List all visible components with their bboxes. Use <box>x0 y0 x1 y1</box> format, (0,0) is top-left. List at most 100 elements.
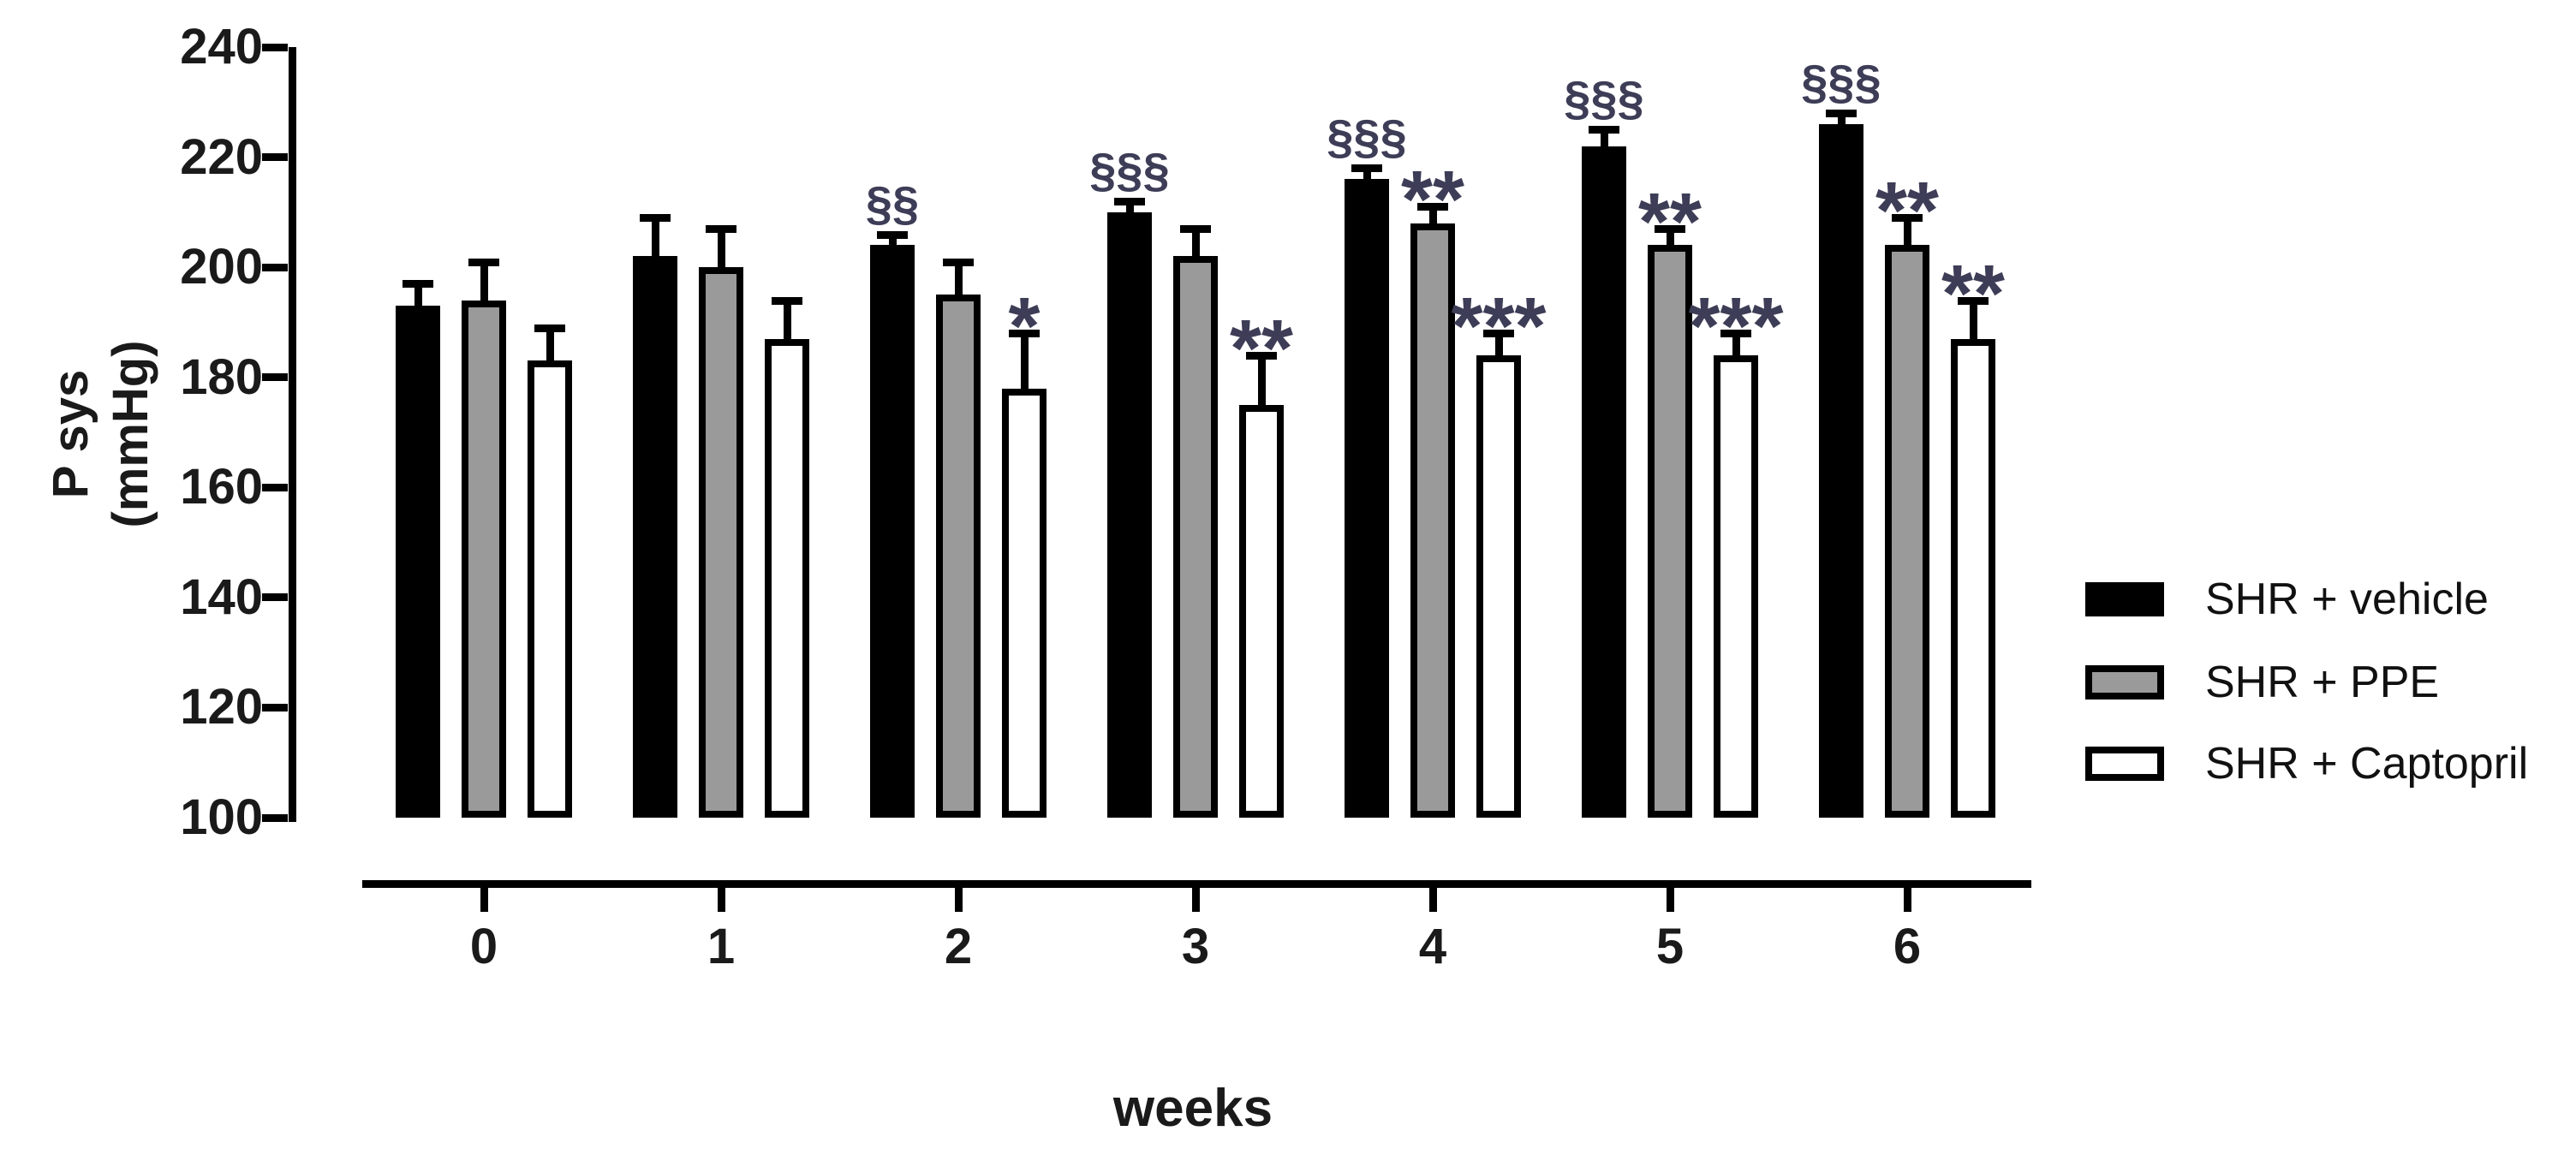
error-bar-shr-captopril-week-6 <box>1969 300 1977 356</box>
y-tick-label-240: 240 <box>180 19 263 74</box>
legend-row-shr-ppe: SHR + PPE <box>2085 658 2565 706</box>
x-axis-title: weeks <box>1112 1079 1273 1138</box>
y-tick-label-100: 100 <box>180 789 263 845</box>
error-cap-shr-vehicle-week-1 <box>640 214 671 223</box>
annotation-shr-vehicle-week-4: §§§ <box>1327 110 1407 164</box>
error-cap-shr-captopril-week-4 <box>1483 330 1514 338</box>
error-bar-shr-captopril-week-4 <box>1494 333 1503 372</box>
y-tick-label-160: 160 <box>180 459 263 515</box>
bar-shr-captopril-week-3 <box>1239 404 1284 818</box>
bar-shr-captopril-week-5 <box>1714 355 1758 818</box>
annotation-shr-captopril-week-2: * <box>1008 281 1041 372</box>
legend-row-shr-vehicle: SHR + vehicle <box>2085 575 2565 623</box>
x-tick-6 <box>1903 888 1911 912</box>
bar-shr-ppe-week-1 <box>699 267 743 818</box>
y-tick-label-220: 220 <box>180 128 263 185</box>
y-tick-label-140: 140 <box>180 569 263 625</box>
bar-shr-vehicle-week-4 <box>1345 179 1389 818</box>
x-tick-label-1: 1 <box>707 919 736 974</box>
x-tick-label-2: 2 <box>944 919 973 974</box>
error-cap-shr-captopril-week-5 <box>1720 330 1751 338</box>
y-tick-label-200: 200 <box>180 239 263 295</box>
annotation-shr-ppe-week-5: ** <box>1638 176 1702 268</box>
x-tick-4 <box>1428 888 1437 912</box>
annotation-shr-captopril-week-6: ** <box>1941 247 2005 339</box>
error-cap-shr-ppe-week-5 <box>1655 225 1685 234</box>
annotation-shr-vehicle-week-6: §§§ <box>1801 55 1881 110</box>
bar-shr-captopril-week-1 <box>765 338 809 818</box>
bar-shr-ppe-week-5 <box>1648 245 1692 818</box>
y-tick-120 <box>262 703 288 711</box>
error-bar-shr-captopril-week-0 <box>546 327 554 378</box>
y-tick-100 <box>262 813 288 822</box>
legend-label-shr-ppe: SHR + PPE <box>2205 658 2440 707</box>
annotation-shr-captopril-week-4: *** <box>1451 281 1547 372</box>
legend-label-shr-vehicle: SHR + vehicle <box>2205 575 2489 624</box>
annotation-shr-vehicle-week-5: §§§ <box>1564 71 1644 126</box>
y-tick-label-180: 180 <box>180 348 263 405</box>
error-bar-shr-vehicle-week-1 <box>651 217 659 274</box>
legend-row-shr-captopril: SHR + Captopril <box>2085 740 2565 788</box>
bar-shr-ppe-week-6 <box>1885 245 1929 818</box>
bar-shr-captopril-week-6 <box>1951 338 1995 818</box>
y-tick-240 <box>262 43 288 51</box>
bar-shr-captopril-week-2 <box>1002 388 1046 818</box>
error-cap-shr-vehicle-week-2 <box>877 230 908 239</box>
error-bar-shr-vehicle-week-0 <box>414 283 422 324</box>
x-tick-1 <box>717 888 725 912</box>
error-cap-shr-captopril-week-0 <box>534 324 565 332</box>
bar-shr-captopril-week-0 <box>528 360 572 818</box>
x-axis-line <box>362 880 2031 888</box>
bar-shr-captopril-week-4 <box>1476 355 1521 818</box>
error-bar-shr-ppe-week-6 <box>1903 217 1911 263</box>
x-tick-2 <box>954 888 963 912</box>
bar-shr-ppe-week-2 <box>936 295 981 818</box>
error-cap-shr-captopril-week-6 <box>1958 296 1989 305</box>
bar-shr-ppe-week-0 <box>462 300 506 818</box>
error-cap-shr-ppe-week-4 <box>1417 203 1448 211</box>
error-cap-shr-vehicle-week-3 <box>1114 198 1145 205</box>
annotation-shr-ppe-week-6: ** <box>1875 165 1939 257</box>
y-axis-line <box>289 47 296 822</box>
y-tick-200 <box>262 263 288 271</box>
error-cap-shr-ppe-week-3 <box>1180 225 1211 234</box>
error-cap-shr-captopril-week-1 <box>772 296 802 305</box>
error-cap-shr-vehicle-week-6 <box>1826 110 1857 118</box>
error-bar-shr-ppe-week-1 <box>717 229 725 285</box>
bar-shr-vehicle-week-2 <box>870 245 915 818</box>
error-cap-shr-vehicle-week-0 <box>402 280 433 289</box>
bar-shr-vehicle-week-1 <box>633 256 677 818</box>
annotation-shr-vehicle-week-3: §§§ <box>1089 143 1170 197</box>
annotation-shr-captopril-week-5: *** <box>1688 281 1784 372</box>
error-cap-shr-captopril-week-3 <box>1246 352 1277 360</box>
error-cap-shr-vehicle-week-4 <box>1351 164 1382 173</box>
legend-swatch-shr-vehicle <box>2085 582 2164 616</box>
error-cap-shr-ppe-week-1 <box>706 225 736 234</box>
y-tick-140 <box>262 593 288 602</box>
error-bar-shr-captopril-week-5 <box>1732 333 1740 372</box>
error-bar-shr-ppe-week-3 <box>1191 229 1200 274</box>
bar-shr-vehicle-week-6 <box>1819 124 1863 818</box>
x-tick-3 <box>1191 888 1200 912</box>
bar-shr-vehicle-week-3 <box>1107 211 1152 818</box>
x-tick-0 <box>480 888 488 912</box>
annotation-shr-ppe-week-4: ** <box>1401 154 1464 246</box>
annotation-shr-captopril-week-3: ** <box>1230 303 1293 394</box>
error-bar-shr-captopril-week-1 <box>783 300 791 356</box>
y-tick-label-120: 120 <box>180 679 263 735</box>
annotation-shr-vehicle-week-2: §§ <box>865 176 920 230</box>
y-tick-160 <box>262 483 288 491</box>
x-tick-5 <box>1666 888 1674 912</box>
y-tick-180 <box>262 373 288 382</box>
y-tick-220 <box>262 153 288 162</box>
error-cap-shr-ppe-week-2 <box>943 258 974 266</box>
bar-shr-ppe-week-3 <box>1173 256 1218 818</box>
error-bar-shr-ppe-week-2 <box>954 261 963 313</box>
x-tick-label-6: 6 <box>1893 919 1922 974</box>
x-tick-label-3: 3 <box>1181 919 1210 974</box>
bar-shr-ppe-week-4 <box>1410 223 1455 818</box>
bar-shr-vehicle-week-5 <box>1582 146 1626 818</box>
error-cap-shr-ppe-week-0 <box>468 258 499 266</box>
